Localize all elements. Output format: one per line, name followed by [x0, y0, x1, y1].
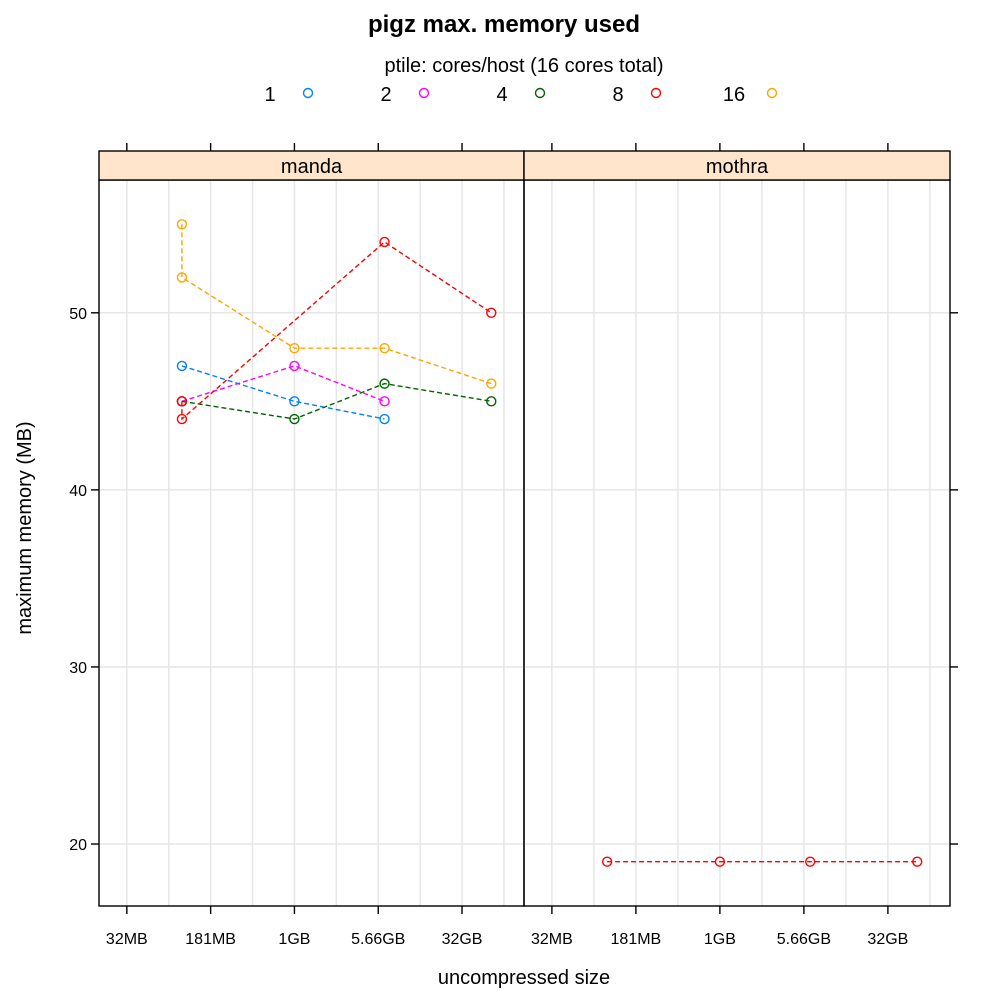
- data-point-manda-4: [486, 396, 497, 407]
- legend-label-2: 2: [380, 84, 391, 106]
- data-point-manda-1: [379, 413, 390, 425]
- data-point-manda-4: [289, 413, 300, 425]
- panel-frame-mothra: [523, 179, 951, 907]
- x-tick-label: 181MB: [185, 931, 236, 948]
- data-point-manda-8: [176, 396, 188, 407]
- y-tick-label: 50: [69, 306, 87, 323]
- data-point-mothra-8: [601, 856, 613, 867]
- data-point-manda-8: [176, 413, 188, 425]
- strip-label-mothra: mothra: [706, 156, 769, 178]
- x-tick-label: 1GB: [704, 931, 736, 948]
- series-line-manda-8: [181, 241, 492, 421]
- y-tick-label: 30: [69, 660, 87, 677]
- legend-title: ptile: cores/host (16 cores total): [384, 55, 663, 77]
- series-line-manda-16: [181, 224, 492, 385]
- legend-marker-16: [766, 87, 778, 99]
- legend-label-8: 8: [612, 84, 623, 106]
- data-point-mothra-8: [912, 856, 923, 867]
- data-point-mothra-8: [714, 856, 726, 867]
- data-point-manda-4: [379, 378, 390, 389]
- legend-marker-1: [302, 87, 314, 99]
- x-tick-label: 181MB: [611, 931, 662, 948]
- strip-mothra: [523, 150, 951, 181]
- data-point-manda-16: [176, 219, 188, 230]
- axes: 32MB 181MB 1GB 5.66GB 32GB 32MB 181MB 1GB 5.66GB…: [69, 143, 958, 948]
- legend-label-1: 1: [264, 84, 275, 106]
- legend-label-16: 16: [723, 84, 745, 106]
- x-tick-label: 32GB: [867, 931, 908, 948]
- x-tick-label: 5.66GB: [777, 931, 831, 948]
- data-point-manda-16: [486, 378, 497, 389]
- data-point-manda-8: [379, 236, 390, 248]
- x-tick-label: 1GB: [278, 931, 310, 948]
- x-axis-label: uncompressed size: [438, 967, 610, 989]
- series-line-manda-1: [181, 365, 385, 420]
- legend-marker-4: [534, 87, 546, 99]
- x-tick-label: 32GB: [442, 931, 483, 948]
- x-tick-label: 5.66GB: [351, 931, 405, 948]
- data-point-manda-2: [379, 396, 390, 407]
- y-tick-label: 40: [69, 483, 87, 500]
- legend: 1 2 4 8 16: [264, 84, 778, 106]
- x-tick-label: 32MB: [531, 931, 573, 948]
- data-point-manda-1: [176, 360, 188, 372]
- chart-title: pigz max. memory used: [368, 11, 640, 38]
- data-point-manda-2: [289, 360, 300, 372]
- data-point-manda-1: [289, 396, 300, 407]
- y-tick-label: 20: [69, 837, 87, 854]
- legend-label-4: 4: [496, 84, 507, 106]
- data-point-manda-16: [379, 343, 390, 354]
- panel-manda: manda: [98, 150, 525, 907]
- data-point-mothra-8: [805, 856, 816, 867]
- data-point-manda-8: [486, 307, 497, 319]
- series-line-manda-4: [181, 382, 492, 420]
- y-axis-label: maximum memory (MB): [14, 421, 36, 634]
- panels: manda mothra: [98, 150, 951, 907]
- legend-marker-8: [650, 87, 662, 99]
- strip-label-manda: manda: [281, 156, 343, 178]
- panel-frame-manda: [98, 179, 525, 907]
- x-tick-label: 32MB: [106, 931, 148, 948]
- legend-marker-2: [418, 87, 430, 99]
- data-point-manda-16: [289, 343, 300, 354]
- panel-mothra: mothra: [523, 150, 951, 907]
- strip-manda: [98, 150, 525, 181]
- data-point-manda-16: [176, 272, 188, 283]
